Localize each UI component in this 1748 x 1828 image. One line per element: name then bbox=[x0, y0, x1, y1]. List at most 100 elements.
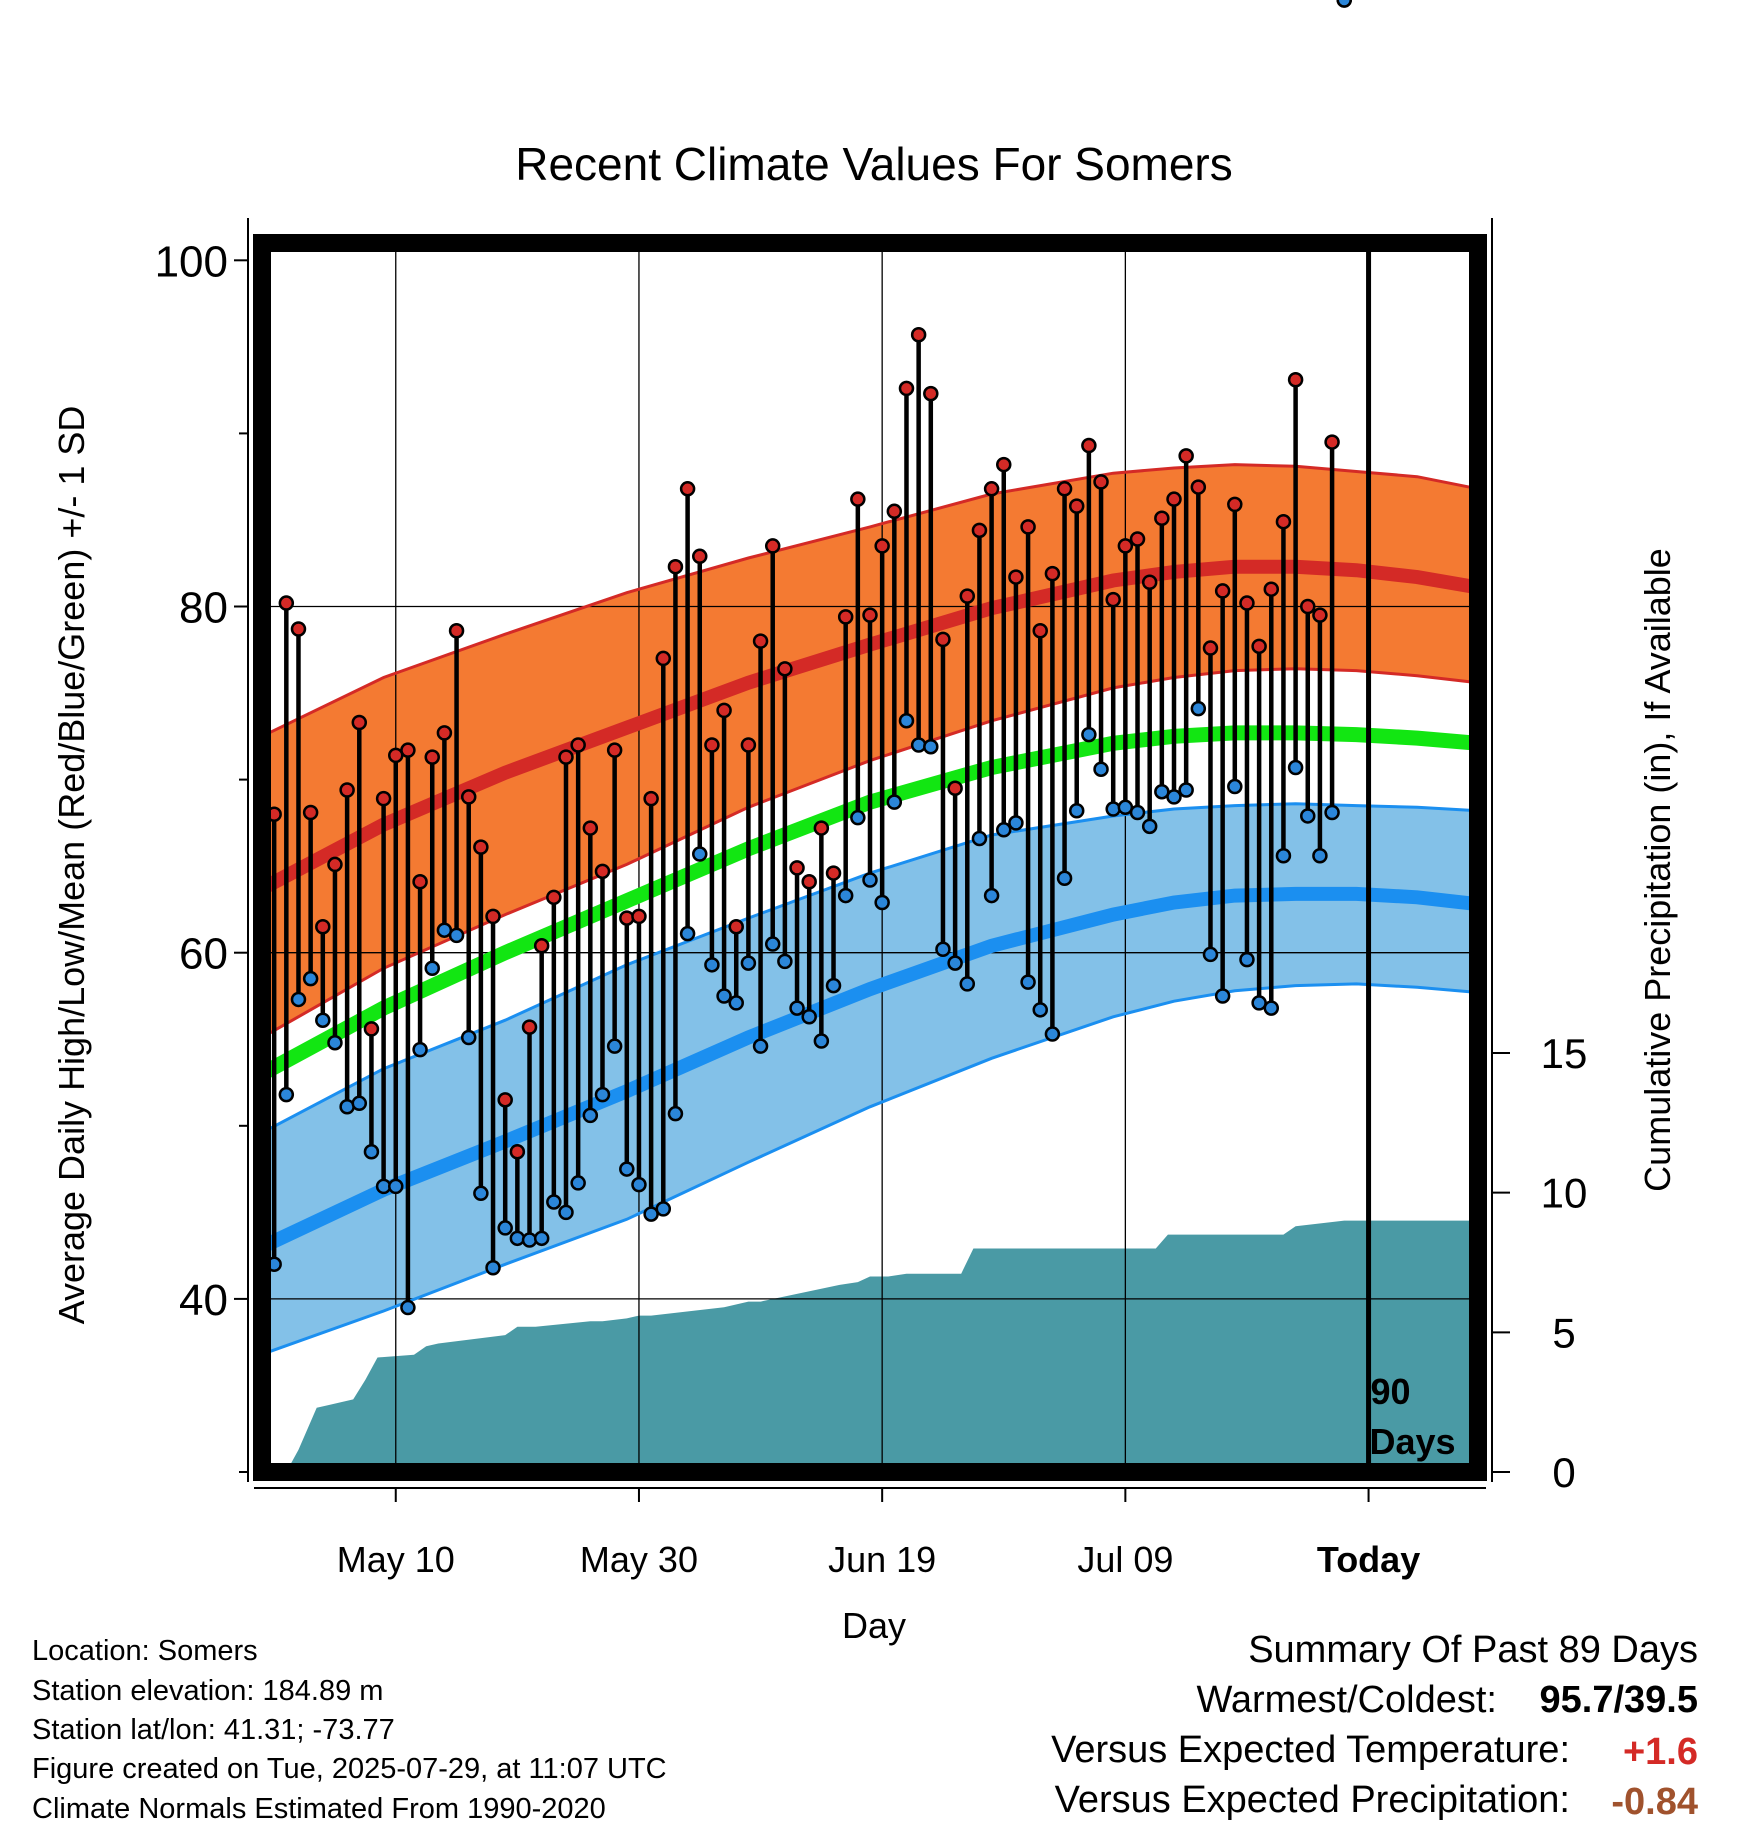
daily-observation bbox=[752, 633, 769, 1054]
daily-observation bbox=[825, 865, 842, 994]
daily-high-point bbox=[910, 326, 927, 343]
daily-high-point bbox=[837, 609, 854, 625]
daily-low-point bbox=[825, 977, 842, 994]
daily-observation bbox=[1336, 0, 1352, 8]
daily-high-point bbox=[1251, 638, 1267, 655]
x-tick-label: Jul 09 bbox=[1077, 1539, 1173, 1580]
daily-low-point bbox=[558, 1204, 574, 1221]
daily-high-point bbox=[777, 661, 793, 677]
daily-low-point bbox=[935, 941, 951, 957]
daily-high-point bbox=[558, 749, 574, 765]
y-tick-label: 60 bbox=[179, 930, 228, 979]
daily-high-point bbox=[1166, 491, 1182, 507]
daily-high-point bbox=[740, 737, 757, 753]
daily-high-point bbox=[789, 860, 805, 876]
latlon-text: Station lat/lon: 41.31; -73.77 bbox=[32, 1714, 395, 1746]
warm-cold-label: Warmest/Coldest: bbox=[1196, 1679, 1497, 1721]
daily-observation bbox=[1287, 371, 1304, 776]
daily-observation bbox=[898, 380, 915, 729]
daily-low-point bbox=[1300, 808, 1316, 824]
daily-low-point bbox=[631, 1176, 647, 1193]
daily-high-point bbox=[1105, 591, 1121, 608]
daily-low-point bbox=[874, 894, 890, 911]
daily-observation bbox=[546, 889, 562, 1210]
daily-low-point bbox=[679, 925, 696, 942]
daily-observation bbox=[837, 609, 854, 904]
daily-low-point bbox=[850, 809, 866, 826]
daily-high-point bbox=[996, 456, 1012, 473]
y-axis-label: Average Daily High/Low/Mean (Red/Blue/Gr… bbox=[51, 406, 92, 1325]
daily-high-point bbox=[1202, 640, 1219, 656]
daily-observation bbox=[1178, 448, 1194, 798]
daily-low-point bbox=[667, 1105, 684, 1122]
daily-high-point bbox=[339, 782, 355, 798]
daily-low-point bbox=[910, 737, 927, 753]
daily-high-point bbox=[1044, 565, 1061, 582]
daily-low-point bbox=[1068, 803, 1085, 819]
cumulative-precipitation-area bbox=[262, 1220, 1478, 1472]
daily-low-point bbox=[777, 953, 793, 970]
daily-high-point bbox=[728, 918, 744, 935]
daily-high-point bbox=[874, 538, 890, 554]
daily-low-point bbox=[1275, 848, 1292, 864]
daily-high-point bbox=[947, 780, 963, 797]
daily-high-point bbox=[898, 380, 915, 397]
daily-high-point bbox=[1275, 513, 1292, 530]
daily-high-point bbox=[1324, 434, 1340, 450]
daily-high-point bbox=[1056, 481, 1073, 497]
daily-high-point bbox=[351, 714, 368, 731]
elevation-text: Station elevation: 184.89 m bbox=[32, 1675, 383, 1707]
daily-observation bbox=[1300, 598, 1316, 824]
daily-high-point bbox=[1068, 498, 1085, 514]
daily-low-point bbox=[448, 927, 465, 944]
daily-observation bbox=[473, 839, 489, 1202]
daily-high-point bbox=[290, 621, 307, 637]
daily-high-point bbox=[1008, 569, 1024, 585]
daily-observation bbox=[1275, 513, 1292, 864]
daily-observation bbox=[874, 538, 890, 911]
daily-high-point bbox=[594, 863, 611, 880]
daily-observation bbox=[947, 780, 963, 971]
daily-low-point bbox=[947, 955, 963, 971]
daily-observation bbox=[460, 789, 477, 1046]
daily-low-point bbox=[1141, 818, 1158, 835]
daily-low-point bbox=[752, 1038, 769, 1054]
daily-high-point bbox=[655, 650, 672, 667]
x-tick-label: Today bbox=[1317, 1539, 1420, 1580]
today-marker-days-label: Days bbox=[1370, 1421, 1456, 1462]
daily-low-point bbox=[1008, 815, 1024, 831]
daily-observation bbox=[643, 790, 659, 1222]
summary-block: Summary Of Past 89 Days Warmest/Coldest:… bbox=[1051, 1629, 1698, 1823]
daily-observation bbox=[764, 538, 781, 952]
y-right-tick-label: 5 bbox=[1552, 1309, 1575, 1356]
daily-low-point bbox=[898, 713, 915, 729]
daily-low-point bbox=[619, 1161, 635, 1177]
daily-observation bbox=[388, 747, 404, 1195]
daily-observation bbox=[716, 702, 732, 1004]
daily-low-point bbox=[764, 936, 781, 952]
daily-observation bbox=[1190, 479, 1207, 717]
daily-high-point bbox=[302, 804, 319, 821]
daily-low-point bbox=[497, 1220, 513, 1236]
daily-low-point bbox=[315, 1012, 331, 1028]
daily-high-point bbox=[509, 1144, 526, 1160]
daily-low-point bbox=[923, 738, 939, 755]
y-right-tick-label: 15 bbox=[1541, 1030, 1588, 1077]
daily-low-point bbox=[1214, 988, 1231, 1004]
daily-high-point bbox=[983, 481, 1000, 497]
daily-low-point bbox=[813, 1033, 830, 1049]
daily-low-point bbox=[704, 957, 720, 973]
daily-low-point bbox=[1227, 778, 1243, 795]
x-axis-label: Day bbox=[842, 1605, 906, 1646]
daily-observation bbox=[558, 749, 574, 1221]
daily-observation bbox=[1227, 496, 1243, 795]
daily-low-point bbox=[971, 830, 988, 847]
daily-high-point bbox=[1178, 448, 1194, 464]
daily-observation bbox=[302, 804, 319, 987]
daily-high-point bbox=[582, 820, 599, 836]
daily-high-point bbox=[1020, 519, 1036, 535]
daily-observation bbox=[278, 595, 295, 1103]
daily-observation bbox=[1202, 640, 1219, 963]
daily-observation bbox=[692, 548, 708, 862]
